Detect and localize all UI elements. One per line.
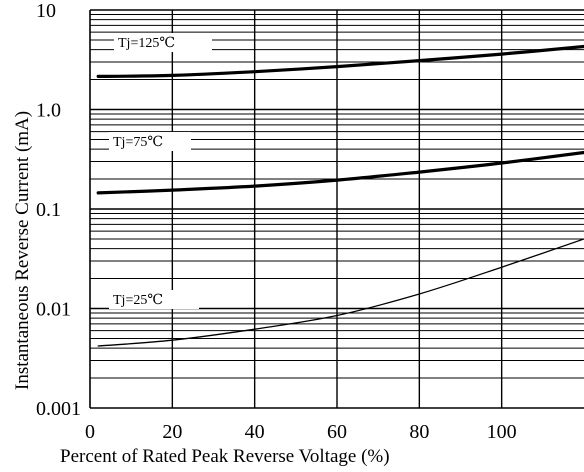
y-tick-label: 0.001 [36,398,81,420]
x-tick-label: 40 [245,421,265,443]
series-lines [96,44,584,347]
y-tick-label: 0.1 [36,199,61,221]
x-tick-label: 100 [487,421,517,443]
x-tick-label: 0 [85,421,95,443]
series-labels: Tj=125℃ Tj=75℃ Tj=25℃ [109,33,212,309]
series-label-background [109,132,191,151]
y-axis-title: Instantaneous Reverse Current (mA) [12,111,33,390]
x-tick-label: 60 [327,421,347,443]
series-label-background [109,290,199,309]
y-tick-label: 0.01 [36,299,71,321]
x-tick-label: 80 [409,421,429,443]
series-line [97,238,584,347]
series-label: Tj=75℃ [113,135,163,150]
y-tick-label: 1.0 [36,100,61,122]
x-tick-labels: 0 20 40 60 80 100 [85,421,517,443]
series-label: Tj=25℃ [113,293,163,308]
series-line [96,150,584,195]
y-tick-labels: 0.001 0.01 0.1 1.0 10 [36,0,81,420]
grid [89,9,584,409]
x-tick-label: 20 [162,421,182,443]
x-axis-title: Percent of Rated Peak Reverse Voltage (%… [60,446,390,467]
series-line [96,44,584,78]
series-label: Tj=125℃ [118,36,175,51]
series-label-background [114,33,212,52]
y-tick-label: 10 [36,0,56,22]
